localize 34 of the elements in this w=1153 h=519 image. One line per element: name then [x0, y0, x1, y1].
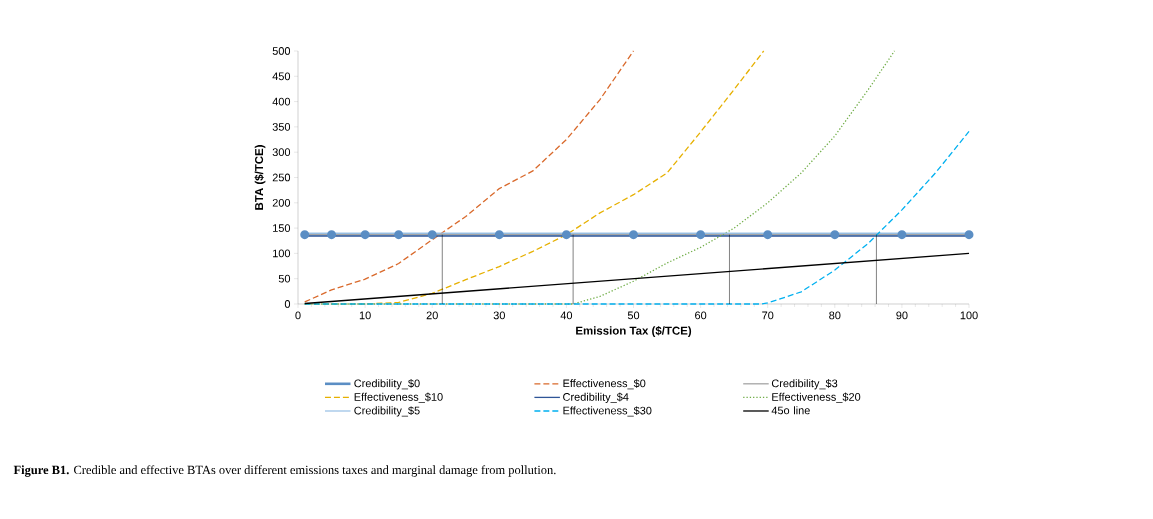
x-tick-label: 100 — [960, 311, 978, 320]
y-tick-label: 250 — [272, 173, 291, 182]
legend-label: Credibility_$3 — [771, 379, 838, 390]
y-tick-label: 500 — [272, 47, 291, 55]
legend-label: 45o line — [771, 406, 810, 415]
legend-label: Effectiveness_$20 — [772, 392, 861, 403]
legend-label: Effectiveness_$0 — [563, 379, 646, 390]
y-tick-label: 150 — [273, 224, 291, 232]
legend-label: Credibility_$5 — [354, 406, 420, 417]
y-tick-label: 300 — [272, 148, 291, 157]
y-tick-label: 0 — [284, 300, 291, 308]
x-axis-title: Emission Tax ($/TCE) — [576, 326, 692, 337]
y-tick-label: 50 — [278, 274, 291, 283]
x-tick-label: 80 — [829, 311, 841, 320]
x-tick-label: 20 — [426, 311, 438, 320]
x-tick-label: 60 — [695, 311, 707, 320]
x-tick-label: 50 — [627, 311, 640, 320]
legend-label: Effectiveness_$30 — [563, 406, 652, 417]
y-tick-label: 100 — [273, 249, 291, 258]
x-tick-label: 40 — [560, 311, 573, 320]
legend-label: Effectiveness_$10 — [354, 392, 443, 403]
y-axis-title: BTA ($/TCE) — [254, 145, 266, 210]
text: Figure B1. Credible and effective BTAs over different emissions taxes and marginal damage from pollution. — [13, 465, 556, 477]
x-tick-label: 70 — [762, 311, 774, 320]
legend-label: Credibility_$4 — [563, 392, 629, 403]
y-tick-label: 400 — [272, 97, 291, 106]
y-tick-label: 450 — [272, 72, 291, 81]
y-tick-label: 350 — [272, 123, 291, 131]
x-tick-label: 0 — [295, 311, 301, 320]
x-tick-label: 90 — [896, 311, 908, 320]
x-tick-label: 10 — [359, 311, 371, 320]
legend-label: Credibility_$0 — [354, 379, 420, 390]
x-tick-label: 30 — [493, 311, 505, 320]
y-tick-label: 200 — [272, 198, 291, 207]
